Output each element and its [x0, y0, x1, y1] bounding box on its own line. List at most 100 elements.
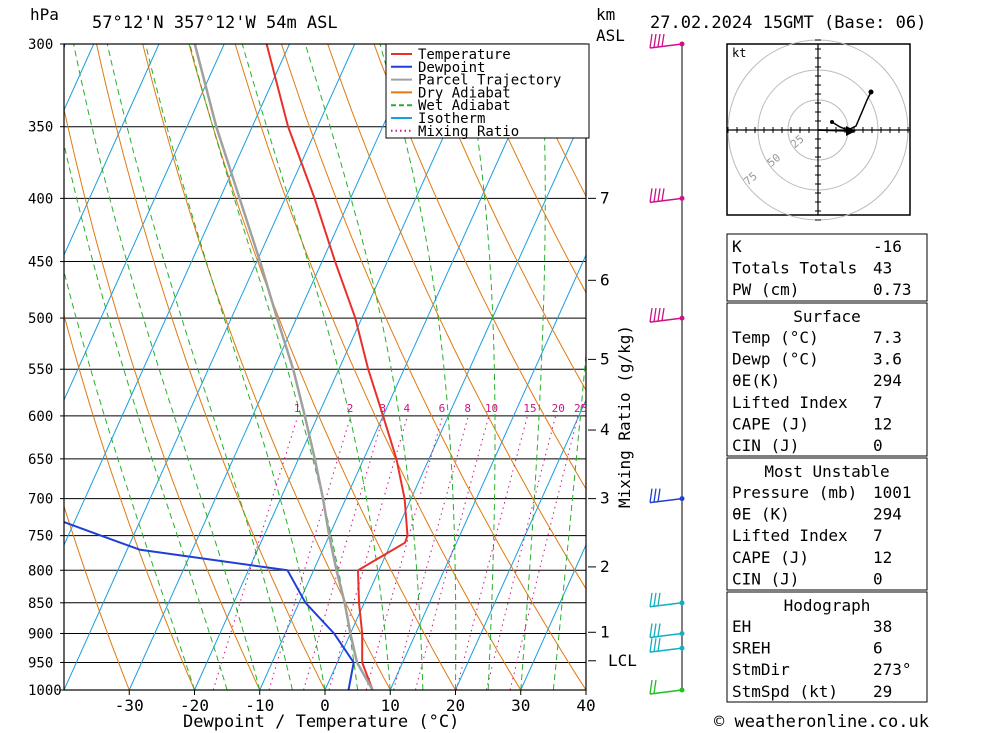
dry-adiabat-line [419, 44, 586, 392]
wind-barb-feather [661, 307, 665, 321]
height-axis: 7 6 5 4 3 2 1 LCL [588, 188, 637, 670]
wind-barb-feather [653, 679, 657, 694]
temperature-tick-label: 30 [511, 696, 530, 715]
pressure-label-400: 400 [28, 191, 53, 207]
height-label: 7 [600, 188, 610, 207]
dry-adiabat-line [929, 44, 1000, 690]
pressure-label-550: 550 [28, 362, 53, 378]
index-label: Lifted Index [732, 393, 848, 412]
pressure-label-450: 450 [28, 255, 53, 271]
index-label: Totals Totals [732, 259, 857, 278]
wind-barb [649, 679, 685, 695]
wet-adiabat-line [304, 44, 424, 690]
mixing-ratio-value-labels: 1 2 3 4 6 8 10 15 20 25 [294, 402, 587, 415]
index-label: Dewp (°C) [732, 350, 819, 369]
wind-barb-feather [653, 33, 657, 48]
index-value: 0.73 [873, 280, 912, 299]
lcl-label: LCL [608, 651, 637, 670]
wind-barb [649, 592, 685, 608]
wind-barb [649, 188, 685, 204]
isotherm-line [389, 253, 586, 690]
wind-barb-feather [653, 623, 657, 638]
mixing-ratio-label: 20 [552, 402, 565, 415]
dry-adiabat-line [465, 44, 586, 294]
index-label: StmDir [732, 660, 790, 679]
wind-barb-feather [653, 488, 657, 503]
hodograph-indices-frame [726, 591, 928, 703]
mixing-ratio-line [328, 415, 408, 690]
wet-adiabat-lines [64, 44, 586, 690]
wet-adiabat-line [461, 44, 496, 690]
index-label: StmSpd (kt) [732, 682, 838, 701]
isotherm-line [64, 44, 160, 257]
index-label: Pressure (mb) [732, 483, 857, 502]
legend-frame [385, 43, 590, 139]
legend-label: Wet Adiabat [418, 98, 511, 114]
legend-label: Temperature [418, 47, 511, 63]
most-unstable-frame [726, 457, 928, 591]
index-value: -16 [873, 237, 902, 256]
index-value: 294 [873, 505, 902, 524]
wind-barb-feather [649, 188, 653, 203]
pressure-label-750: 750 [28, 529, 53, 545]
legend-label: Dry Adiabat [418, 85, 511, 101]
hodograph-ring-label: 75 [741, 170, 760, 188]
section-title: Most Unstable [764, 462, 889, 481]
isotherm-line [520, 543, 586, 690]
temperature-tick-label: -10 [245, 696, 274, 715]
dry-adiabat-line [281, 44, 586, 690]
height-label: 5 [600, 349, 610, 368]
index-label: K [732, 237, 742, 256]
index-value: 12 [873, 548, 892, 567]
wind-barb-feather [649, 488, 653, 503]
index-value: 1001 [873, 483, 912, 502]
wind-barb-staff [649, 632, 683, 639]
wind-barb-feather [661, 188, 665, 201]
isobar-lines [64, 44, 586, 690]
wind-barb-feather [657, 307, 661, 322]
temperature-axis-labels: -30 -20 -10 0 10 20 30 40 [115, 690, 596, 715]
wind-barb-feather [653, 592, 657, 607]
pressure-label-950: 950 [28, 655, 53, 671]
dry-adiabat-line [327, 44, 586, 590]
wind-barb-feather [657, 33, 661, 48]
index-label: CAPE (J) [732, 548, 809, 567]
plot-background-lines [64, 44, 1000, 690]
index-value: 0 [873, 436, 883, 455]
asl-unit-label: ASL [596, 26, 625, 45]
location-title: 57°12'N 357°12'W 54m ASL [92, 13, 338, 33]
dry-adiabat-line [188, 44, 456, 690]
index-value: 3.6 [873, 350, 902, 369]
wet-adiabat-line [106, 44, 293, 690]
legend-label: Parcel Trajectory [418, 73, 561, 89]
wind-barb-feather [649, 307, 653, 323]
hodograph-unit-label: kt [732, 46, 746, 60]
wind-barb-feather [649, 679, 653, 695]
wind-barb-feather [657, 623, 661, 637]
dry-adiabat-line [64, 313, 195, 690]
dry-adiabat-line [96, 44, 326, 690]
indices-top-frame [726, 233, 928, 302]
dry-adiabat-line [64, 504, 130, 690]
index-label: θE (K) [732, 505, 790, 524]
isotherm-line [64, 44, 356, 690]
index-label: CIN (J) [732, 569, 799, 588]
wind-barb [649, 33, 685, 49]
dry-adiabat-line [142, 44, 391, 690]
dry-adiabat-line [975, 44, 1000, 690]
mixing-ratio-label: 15 [523, 402, 536, 415]
wind-barb-staff [649, 497, 683, 504]
wind-barb-feather [653, 307, 657, 322]
wind-barb-feather [649, 592, 653, 607]
height-label: 6 [600, 270, 610, 289]
dewpoint-profile [64, 44, 355, 690]
wind-barb [649, 638, 685, 653]
index-value: 29 [873, 682, 892, 701]
wind-barb-feather [653, 638, 657, 652]
plot-frame [63, 43, 587, 691]
wind-barb-feather [649, 33, 653, 49]
